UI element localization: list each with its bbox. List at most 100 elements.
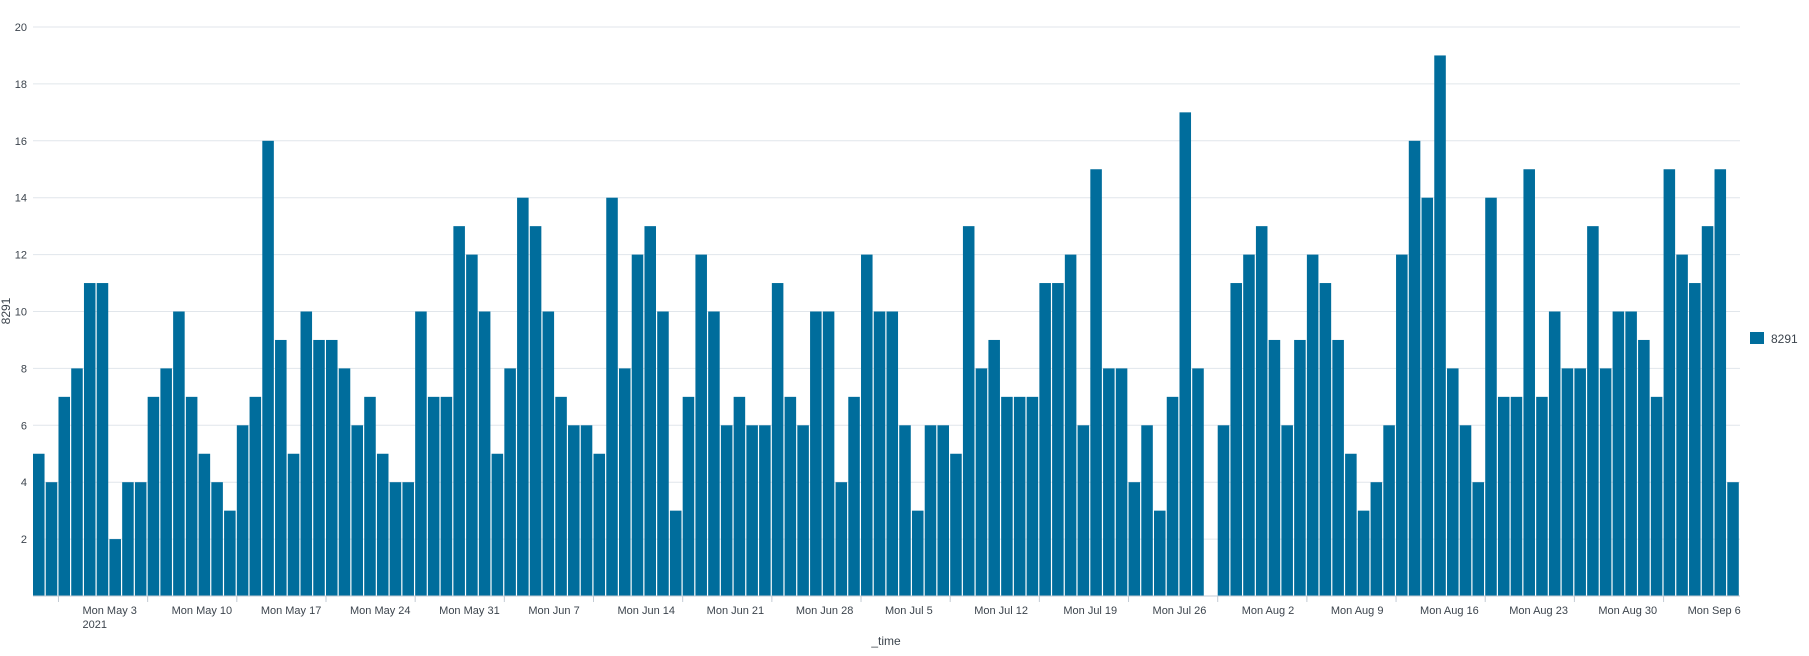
bar[interactable] (109, 539, 121, 596)
bar[interactable] (224, 510, 236, 596)
bar[interactable] (1154, 510, 1166, 596)
bar[interactable] (1357, 510, 1370, 596)
bar[interactable] (185, 396, 198, 596)
bar[interactable] (1039, 283, 1051, 596)
bar[interactable] (580, 425, 593, 596)
bar[interactable] (1370, 482, 1383, 596)
bar[interactable] (1294, 339, 1306, 596)
bar[interactable] (440, 396, 453, 596)
bar[interactable] (262, 140, 274, 597)
bar[interactable] (1115, 368, 1128, 596)
bar[interactable] (1485, 197, 1497, 596)
bar[interactable] (810, 311, 822, 597)
bar[interactable] (134, 482, 147, 596)
bar[interactable] (873, 311, 886, 597)
bar[interactable] (1306, 254, 1319, 596)
bar[interactable] (1408, 140, 1421, 597)
bar[interactable] (198, 453, 211, 596)
bar[interactable] (618, 368, 631, 596)
bar[interactable] (720, 425, 733, 596)
bar[interactable] (1701, 226, 1714, 596)
bar[interactable] (1727, 482, 1739, 596)
bar[interactable] (1676, 254, 1688, 596)
bar[interactable] (1625, 311, 1637, 597)
bar[interactable] (1574, 368, 1586, 596)
bar[interactable] (848, 396, 860, 596)
bar[interactable] (1077, 425, 1090, 596)
bar[interactable] (1561, 368, 1574, 596)
bar[interactable] (83, 283, 96, 596)
bar[interactable] (835, 482, 848, 596)
bar[interactable] (1345, 453, 1357, 596)
bar[interactable] (313, 339, 325, 596)
bar[interactable] (1179, 112, 1192, 596)
bar[interactable] (1548, 311, 1561, 597)
bar[interactable] (1663, 169, 1676, 596)
bar[interactable] (1141, 425, 1153, 596)
bar[interactable] (1536, 396, 1548, 596)
bar[interactable] (1599, 368, 1612, 596)
bar[interactable] (950, 453, 962, 596)
bar[interactable] (453, 226, 465, 596)
bar[interactable] (593, 453, 606, 596)
bar[interactable] (325, 339, 338, 596)
bar[interactable] (822, 311, 835, 597)
bar[interactable] (771, 283, 784, 596)
bar[interactable] (542, 311, 555, 597)
bar[interactable] (746, 425, 758, 596)
bar[interactable] (695, 254, 707, 596)
bar[interactable] (529, 226, 542, 596)
bar[interactable] (657, 311, 669, 597)
bar[interactable] (478, 311, 491, 597)
bar[interactable] (415, 311, 427, 597)
bar[interactable] (338, 368, 351, 596)
bar[interactable] (1612, 311, 1625, 597)
bar[interactable] (988, 339, 1000, 596)
bar[interactable] (211, 482, 223, 596)
bar[interactable] (606, 197, 618, 596)
bar[interactable] (1268, 339, 1281, 596)
bar[interactable] (1497, 396, 1510, 596)
legend[interactable]: 8291 (1750, 332, 1798, 346)
bar[interactable] (58, 396, 71, 596)
bar[interactable] (173, 311, 185, 597)
bar[interactable] (1689, 283, 1701, 596)
bar[interactable] (1472, 482, 1485, 596)
bar[interactable] (1026, 396, 1039, 596)
bar[interactable] (33, 453, 45, 596)
bar[interactable] (555, 396, 567, 596)
bar[interactable] (644, 226, 656, 596)
bar[interactable] (96, 283, 109, 596)
bar[interactable] (937, 425, 949, 596)
bar[interactable] (160, 368, 172, 596)
bar[interactable] (517, 197, 529, 596)
bar[interactable] (300, 311, 313, 597)
bar[interactable] (1383, 425, 1395, 596)
bar[interactable] (287, 453, 300, 596)
bar[interactable] (71, 368, 83, 596)
bar[interactable] (1332, 339, 1344, 596)
bar[interactable] (975, 368, 988, 596)
bar[interactable] (1090, 169, 1102, 596)
bar[interactable] (1230, 283, 1242, 596)
bar[interactable] (1638, 339, 1650, 596)
bar[interactable] (962, 226, 975, 596)
bar[interactable] (911, 510, 924, 596)
bar[interactable] (1396, 254, 1408, 596)
bar[interactable] (376, 453, 389, 596)
bar[interactable] (1243, 254, 1255, 596)
bar[interactable] (147, 396, 160, 596)
bar[interactable] (389, 482, 402, 596)
bar[interactable] (1166, 396, 1179, 596)
bar[interactable] (236, 425, 249, 596)
bar[interactable] (1281, 425, 1293, 596)
bar[interactable] (45, 482, 58, 596)
bar[interactable] (1255, 226, 1268, 596)
bar[interactable] (1447, 368, 1459, 596)
bar[interactable] (1714, 169, 1727, 596)
bar[interactable] (1510, 396, 1523, 596)
bar[interactable] (1459, 425, 1472, 596)
bar[interactable] (1001, 396, 1013, 596)
bar[interactable] (491, 453, 504, 596)
bar[interactable] (351, 425, 364, 596)
